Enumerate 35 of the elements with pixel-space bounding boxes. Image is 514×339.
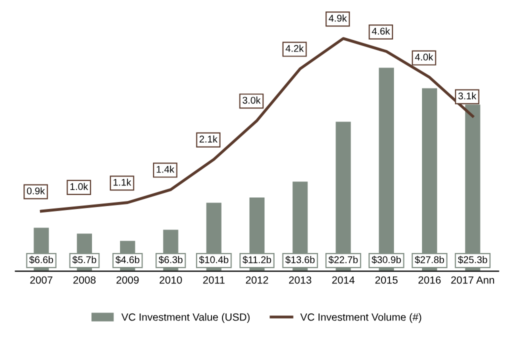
data-label: $4.6b [116,256,140,264]
x-tick-label: 2013 [289,276,312,284]
data-label: 4.6k [372,27,390,35]
data-label: $6.3b [158,256,182,264]
legend-label: VC Investment Volume (#) [300,313,422,323]
data-label: $25.3b [458,256,488,264]
legend-label: VC Investment Value (USD) [121,313,250,323]
data-label: 1.4k [156,166,174,173]
data-label: $5.7b [72,256,96,264]
x-tick-label: 2010 [160,276,182,284]
data-label: $30.9b [372,256,401,264]
x-tick-label: 2012 [246,276,268,284]
data-label: 2.1k [200,135,218,142]
x-tick-label: 2011 [203,276,225,284]
data-label: $6.6b [29,256,54,264]
data-label: 1.1k [114,178,132,186]
data-label: 1.0k [70,182,88,190]
data-label: 3.1k [458,92,476,100]
x-tick-label: 2016 [418,276,441,284]
data-label: 4.9k [328,14,347,22]
x-tick-label: 2009 [116,276,139,284]
data-label: 3.0k [242,96,261,104]
x-tick-label: 2017 Ann [451,276,494,284]
data-label: 0.9k [26,187,45,194]
data-label: $11.2b [242,256,272,264]
x-tick-label: 2007 [30,276,52,284]
data-label: $27.8b [414,256,444,264]
data-label: $22.7b [328,256,358,264]
data-label: $13.6b [285,256,315,264]
data-label: 4.2k [286,44,304,52]
x-tick-label: 2014 [332,276,355,284]
data-label: $10.4b [199,256,228,264]
x-tick-label: 2008 [73,276,96,284]
data-label: 4.0k [415,53,434,61]
x-tick-label: 2015 [375,276,398,284]
